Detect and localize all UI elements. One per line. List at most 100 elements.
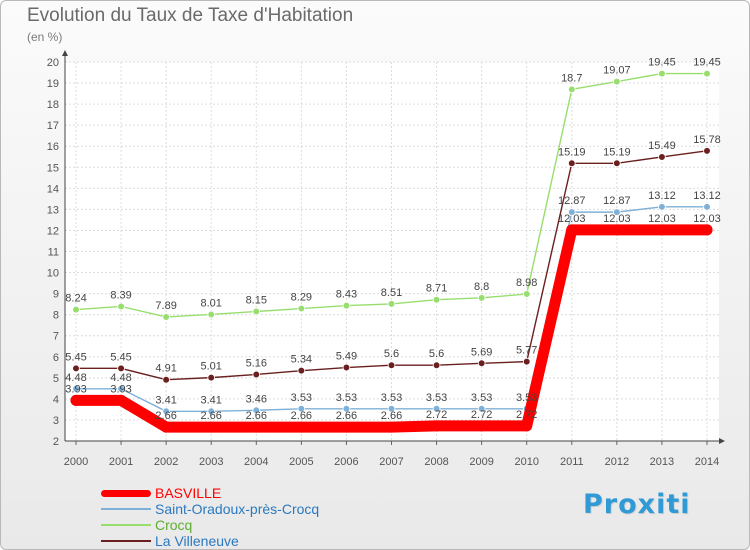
data-label: 8.24: [65, 293, 86, 305]
data-point: [477, 359, 486, 368]
data-point: [522, 357, 531, 366]
data-point: [432, 361, 441, 370]
data-label: 2.72: [426, 409, 447, 421]
x-tick-label: 2012: [605, 456, 629, 468]
y-tick-label: 17: [47, 120, 59, 132]
data-point: [205, 421, 217, 433]
data-label: 2.66: [201, 410, 222, 422]
data-point: [207, 407, 216, 416]
data-label: 8.39: [110, 289, 131, 301]
data-label: 13.12: [648, 190, 676, 202]
data-label: 3.41: [155, 394, 176, 406]
grid-layer: [65, 61, 719, 442]
data-label: 12.03: [648, 213, 676, 225]
data-label: 5.45: [65, 351, 86, 363]
data-label: 8.15: [246, 295, 267, 307]
data-label: 12.03: [603, 213, 631, 225]
data-point: [432, 404, 441, 413]
data-point: [701, 224, 713, 236]
data-point: [477, 294, 486, 302]
y-tick-label: 19: [47, 78, 59, 90]
data-label: 12.03: [693, 213, 721, 225]
data-label: 5.77: [516, 345, 537, 357]
data-label: 3.53: [426, 392, 447, 404]
data-point: [432, 295, 441, 304]
x-tick-label: 2013: [650, 456, 674, 468]
y-tick-label: 8: [53, 310, 59, 322]
data-label: 4.48: [65, 372, 86, 384]
data-label: 4.48: [110, 372, 131, 384]
legend-label-basville: BASVILLE: [155, 485, 222, 501]
data-point: [342, 404, 351, 413]
data-point: [477, 404, 486, 413]
data-label: 8.98: [516, 277, 537, 289]
data-point: [162, 407, 170, 416]
data-label: 19.07: [603, 65, 631, 77]
legend-swatch-saint-oradoux: [101, 508, 151, 510]
data-label: 5.6: [429, 348, 444, 360]
data-label: 5.34: [291, 354, 312, 366]
data-point: [207, 373, 216, 382]
data-point: [611, 224, 623, 236]
data-point: [613, 208, 621, 216]
chart-title: Evolution du Taux de Taxe d'Habitation: [27, 5, 354, 26]
data-label: 8.01: [201, 297, 222, 309]
series-layer: [70, 69, 713, 433]
data-label: 2.66: [246, 410, 267, 422]
data-label: 8.8: [474, 281, 489, 293]
data-point: [386, 421, 397, 433]
data-label: 19.45: [648, 57, 676, 69]
data-point: [567, 208, 576, 216]
data-label: 5.6: [384, 348, 399, 360]
data-point: [117, 364, 125, 373]
data-point: [476, 420, 488, 432]
data-label: 15.78: [693, 134, 721, 146]
data-point: [613, 77, 621, 86]
y-tick-label: 2: [53, 436, 59, 448]
x-tick-label: 2007: [379, 456, 403, 468]
legend-label-la-villeneuve: La Villeneuve: [155, 533, 239, 549]
data-point: [70, 394, 82, 406]
data-label: 8.71: [426, 283, 447, 295]
data-point: [431, 420, 443, 432]
data-label: 12.87: [558, 195, 586, 207]
data-label: 19.45: [693, 57, 721, 69]
data-label: 3.93: [65, 383, 86, 395]
x-tick-label: 2008: [424, 456, 448, 468]
y-tick-label: 4: [53, 394, 59, 406]
x-axis-arrow: [719, 438, 725, 444]
data-point: [250, 421, 262, 433]
data-point: [567, 85, 576, 94]
y-tick-label: 10: [47, 268, 59, 280]
y-axis-arrow: [62, 50, 68, 56]
data-label: 13.12: [693, 190, 721, 202]
y-tick-label: 5: [53, 373, 59, 385]
data-point: [522, 290, 531, 298]
data-label: 2.72: [471, 409, 492, 421]
data-label: 2.66: [291, 410, 312, 422]
data-label: 3.53: [516, 392, 537, 404]
data-label: 15.19: [603, 146, 631, 158]
data-point: [207, 310, 216, 319]
data-label: 5.69: [471, 346, 492, 358]
data-point: [658, 69, 666, 78]
data-label: 3.46: [246, 393, 267, 405]
data-label: 8.29: [291, 292, 312, 304]
data-label: 15.49: [648, 140, 676, 152]
data-label-layer: 8.24 8.39 7.89 8.01 8.15 8.29 8.43 8.51 8.71 8.8 8…: [65, 57, 720, 423]
y-tick-label: 18: [47, 99, 59, 111]
data-point: [703, 69, 711, 78]
y-tick-label: 12: [47, 225, 59, 237]
y-tick-label: 15: [47, 162, 59, 174]
data-point: [387, 404, 396, 413]
legend-swatch-basville: [101, 490, 151, 497]
data-label: 3.53: [471, 392, 492, 404]
data-point: [252, 406, 261, 415]
x-tick-label: 2003: [199, 456, 223, 468]
data-label: 2.66: [336, 410, 357, 422]
data-label: 3.53: [381, 392, 402, 404]
data-point: [656, 224, 668, 236]
axis-layer: 2 3 4 5 6 7 8 9 10 11 12 13 14 15 16 17 18 19 20 2000 2001 20…: [47, 50, 725, 468]
data-label: 5.16: [246, 357, 267, 369]
